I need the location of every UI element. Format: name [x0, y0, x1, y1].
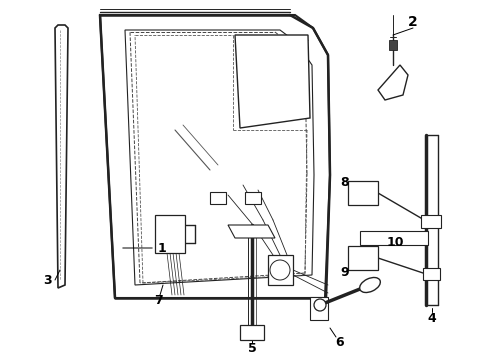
- Polygon shape: [155, 215, 185, 253]
- Polygon shape: [348, 181, 378, 205]
- Polygon shape: [348, 246, 378, 270]
- Text: 1: 1: [158, 242, 167, 255]
- Text: 3: 3: [43, 274, 51, 287]
- Polygon shape: [360, 231, 428, 245]
- Text: 5: 5: [247, 342, 256, 355]
- Bar: [245, 192, 261, 204]
- Text: 10: 10: [386, 237, 404, 249]
- Text: 9: 9: [341, 266, 349, 279]
- Polygon shape: [310, 297, 328, 320]
- Ellipse shape: [360, 278, 380, 293]
- Text: 2: 2: [408, 15, 418, 29]
- Polygon shape: [235, 35, 310, 128]
- Polygon shape: [55, 25, 68, 288]
- Text: 4: 4: [428, 311, 437, 324]
- Polygon shape: [100, 15, 330, 298]
- Polygon shape: [125, 30, 314, 285]
- Bar: [210, 192, 226, 204]
- Polygon shape: [421, 215, 441, 228]
- Polygon shape: [378, 65, 408, 100]
- Text: 8: 8: [341, 175, 349, 189]
- Text: 7: 7: [154, 293, 162, 306]
- Polygon shape: [423, 268, 440, 280]
- Text: 6: 6: [336, 336, 344, 348]
- Polygon shape: [240, 325, 264, 340]
- Polygon shape: [228, 225, 275, 238]
- Polygon shape: [268, 255, 293, 285]
- Circle shape: [314, 299, 326, 311]
- Polygon shape: [389, 40, 397, 50]
